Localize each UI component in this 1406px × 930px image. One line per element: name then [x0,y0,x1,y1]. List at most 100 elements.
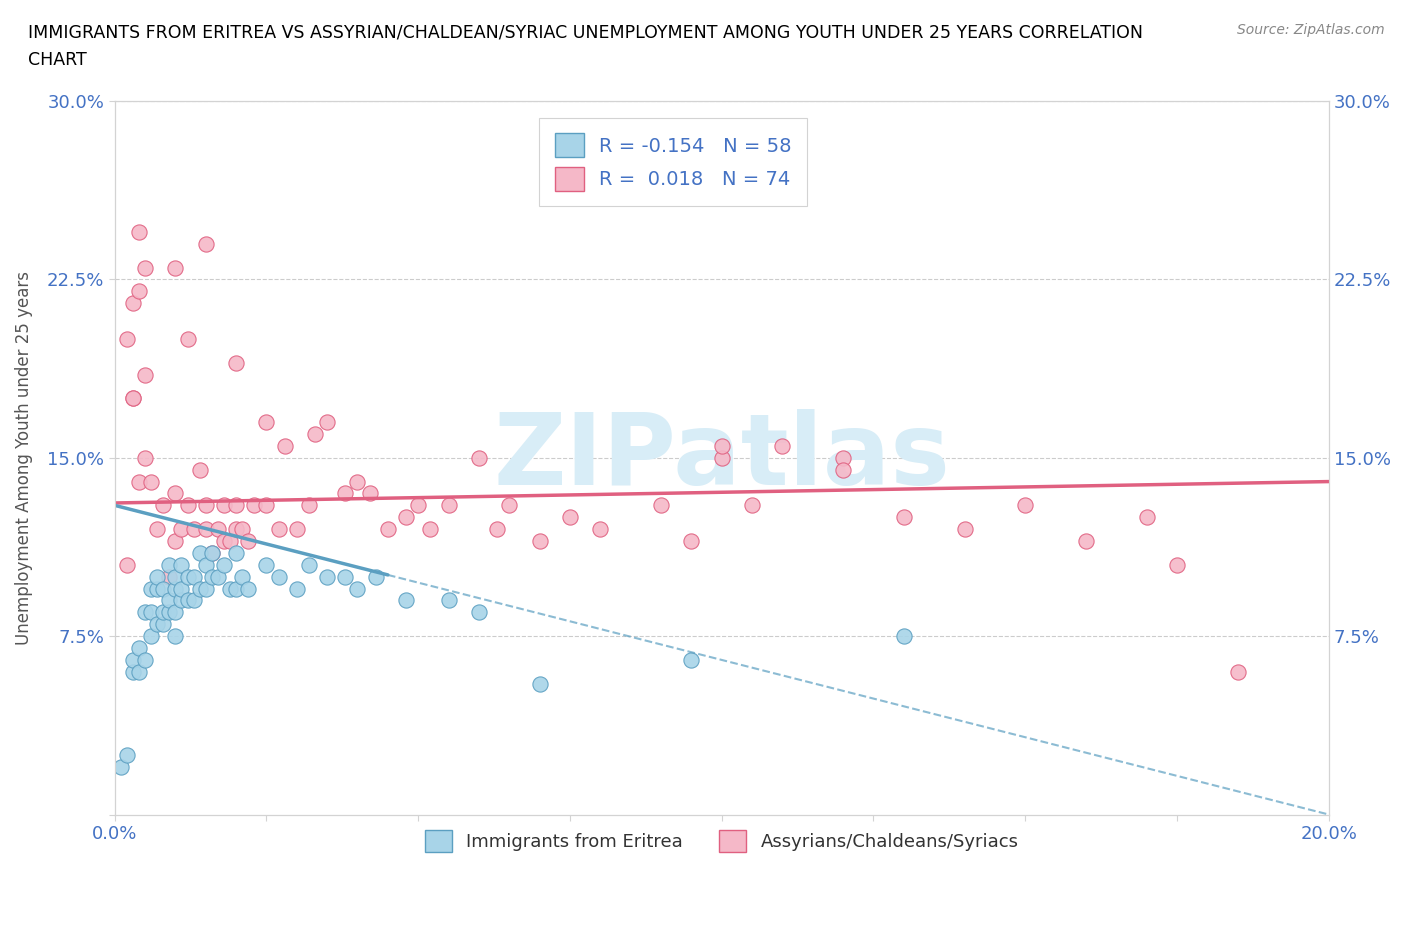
Point [146,522,169,537]
Point [157,557,180,572]
Point [243,498,266,512]
Point [122,391,145,405]
Point [139,581,162,596]
Point [194,498,217,512]
Point [146,617,169,631]
Point [165,569,187,584]
Point [219,581,242,596]
Point [165,629,187,644]
Point [165,486,187,501]
Point [650,498,672,512]
Point [267,522,290,537]
Point [176,593,198,608]
Point [359,486,381,501]
Point [741,498,763,512]
Point [498,498,520,512]
Point [128,284,150,299]
Point [298,498,321,512]
Point [589,522,612,537]
Point [170,581,193,596]
Point [298,557,321,572]
Point [194,581,217,596]
Point [122,391,145,405]
Point [316,569,339,584]
Point [395,510,418,525]
Point [893,510,915,525]
Text: Source: ZipAtlas.com: Source: ZipAtlas.com [1237,23,1385,37]
Point [134,260,156,275]
Point [710,438,733,453]
Point [304,427,326,442]
Point [1226,664,1249,679]
Point [176,569,198,584]
Point [267,569,290,584]
Point [194,557,217,572]
Point [832,450,855,465]
Point [529,534,551,549]
Point [152,617,174,631]
Point [170,522,193,537]
Point [225,581,247,596]
Point [176,498,198,512]
Point [953,522,976,537]
Point [134,450,156,465]
Point [1136,510,1159,525]
Point [188,546,211,561]
Point [207,522,229,537]
Point [486,522,509,537]
Point [225,498,247,512]
Point [212,534,235,549]
Point [212,498,235,512]
Point [188,462,211,477]
Point [183,593,205,608]
Point [207,569,229,584]
Point [194,522,217,537]
Point [256,557,278,572]
Point [176,331,198,346]
Point [273,438,295,453]
Text: IMMIGRANTS FROM ERITREA VS ASSYRIAN/CHALDEAN/SYRIAC UNEMPLOYMENT AMONG YOUTH UND: IMMIGRANTS FROM ERITREA VS ASSYRIAN/CHAL… [28,23,1143,41]
Point [170,557,193,572]
Point [183,522,205,537]
Point [115,331,138,346]
Point [238,534,260,549]
Point [770,438,793,453]
Point [529,676,551,691]
Point [152,581,174,596]
Text: CHART: CHART [28,51,87,69]
Point [468,604,491,619]
Point [201,569,224,584]
Point [128,474,150,489]
Point [231,522,253,537]
Point [122,664,145,679]
Point [219,534,242,549]
Point [1074,534,1097,549]
Point [188,581,211,596]
Point [681,534,703,549]
Point [406,498,429,512]
Point [128,664,150,679]
Point [134,367,156,382]
Point [152,604,174,619]
Point [194,236,217,251]
Point [681,653,703,668]
Point [165,604,187,619]
Point [437,498,460,512]
Point [110,760,132,775]
Point [201,546,224,561]
Point [285,581,308,596]
Point [437,593,460,608]
Point [335,569,357,584]
Point [134,604,156,619]
Point [335,486,357,501]
Point [128,641,150,656]
Point [419,522,441,537]
Point [201,546,224,561]
Point [157,569,180,584]
Point [170,593,193,608]
Text: ZIPatlas: ZIPatlas [494,409,950,506]
Point [256,415,278,430]
Point [346,581,368,596]
Point [165,581,187,596]
Point [122,653,145,668]
